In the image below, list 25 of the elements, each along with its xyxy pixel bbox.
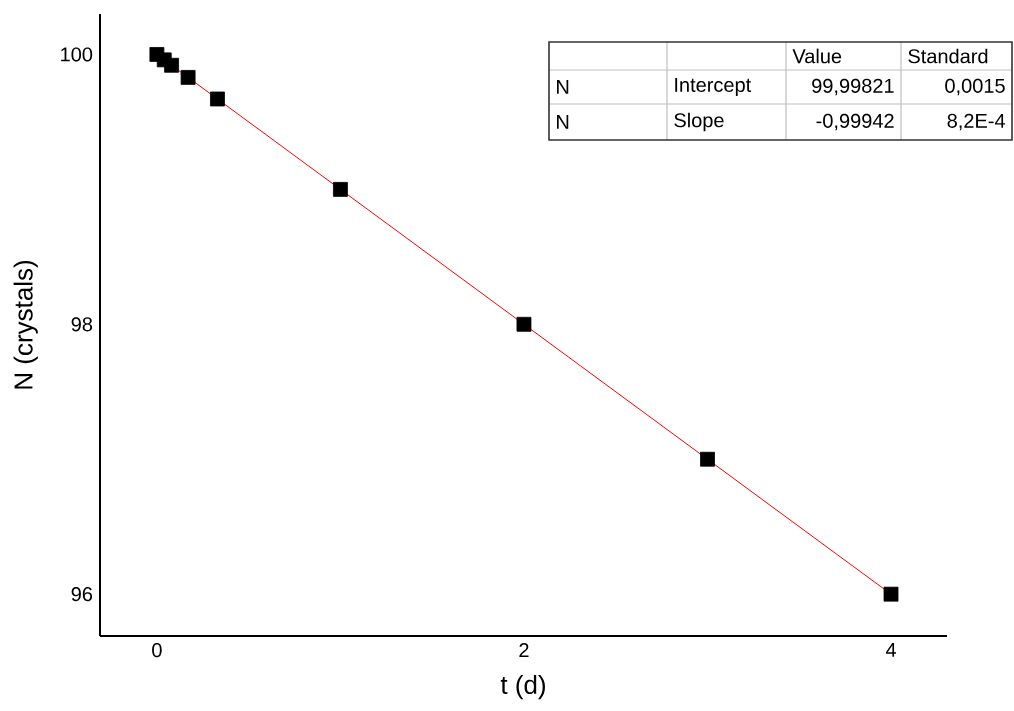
y-tick-label: 98: [71, 317, 93, 332]
point: [180, 70, 196, 85]
x-axis-title: t (d): [500, 674, 545, 700]
annotation: 99,99821: [812, 78, 894, 96]
y-axis-title: N (crystals): [13, 260, 38, 389]
point: [333, 181, 348, 197]
annotation: Slope: [674, 112, 724, 132]
x-tick-label: 4: [885, 643, 896, 657]
annotation: Standard: [908, 48, 988, 64]
annotation: Value: [792, 48, 842, 64]
point: [883, 586, 899, 602]
text: 8,2E-4: [947, 113, 1006, 131]
x-tick-label: 0: [152, 643, 162, 658]
x-tick-label: 2: [519, 643, 529, 658]
annotation: 0,0015: [945, 78, 1005, 96]
point: [516, 316, 532, 332]
y-tick-label: 96: [71, 587, 93, 602]
annotation: -0,99942: [816, 113, 894, 131]
point: [210, 91, 225, 107]
annotation: N: [557, 80, 569, 94]
annotation: N: [557, 115, 569, 129]
annotation: Intercept: [675, 78, 752, 96]
point: [164, 57, 179, 73]
y-tick-label: 100: [61, 47, 93, 62]
point: [700, 451, 715, 467]
